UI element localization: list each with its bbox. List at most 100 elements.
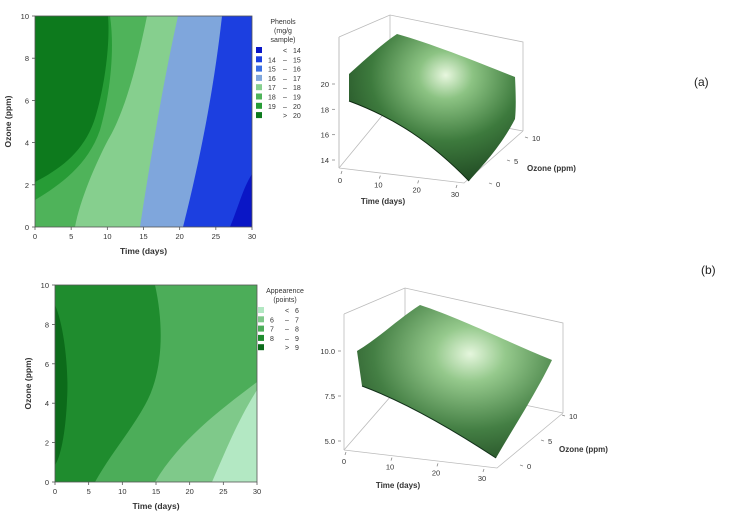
surface-z-tick-label: 14 bbox=[321, 156, 329, 165]
legend-swatch bbox=[258, 334, 264, 341]
y-axis-label: Ozone (ppm) bbox=[3, 95, 13, 147]
legend-to: 17 bbox=[293, 76, 301, 83]
legend-swatch bbox=[256, 84, 262, 91]
surface-edge-b bbox=[361, 385, 497, 459]
surface-x-tick bbox=[417, 180, 420, 184]
surface-y-axis-label: Ozone (ppm) bbox=[559, 445, 608, 454]
legend-to: 9 bbox=[295, 345, 299, 352]
legend-from: 17 bbox=[268, 85, 276, 92]
x-tick-label: 30 bbox=[248, 232, 256, 241]
y-tick-label: 10 bbox=[41, 281, 49, 290]
x-axis-label: Time (days) bbox=[120, 246, 167, 256]
surface-x-tick-label: 0 bbox=[342, 457, 346, 466]
legend-to: 14 bbox=[293, 48, 301, 55]
surface-x-tick-label: 20 bbox=[412, 185, 420, 194]
surface-y-tick bbox=[540, 439, 545, 442]
legend-title: (mg/g bbox=[274, 28, 292, 35]
legend-swatch bbox=[256, 102, 262, 109]
x-axis-label: Time (days) bbox=[132, 501, 179, 511]
surface-mesh-a bbox=[349, 34, 516, 181]
surface-z-tick-label: 18 bbox=[321, 105, 329, 114]
y-tick-label: 0 bbox=[25, 223, 29, 232]
surface-axes-a: 0 10 20 30 0 5 10 14 16 18 20 Time (days) Ozone (ppm… bbox=[321, 80, 577, 206]
legend-sep: – bbox=[285, 317, 289, 324]
legend-from: 6 bbox=[270, 317, 274, 324]
y-tick-label: 2 bbox=[45, 439, 49, 448]
surface-y-tick-label: 10 bbox=[532, 134, 540, 143]
legend-from: 15 bbox=[268, 67, 276, 74]
surface-axes-b: 0 10 20 30 0 5 10 5.0 7.5 10.0 Time (days) Ozone (p… bbox=[320, 347, 608, 490]
legend-from: 8 bbox=[270, 336, 274, 343]
surface-x-tick bbox=[390, 457, 393, 461]
legend-sep: > bbox=[283, 113, 287, 120]
x-tick-label: 20 bbox=[175, 232, 183, 241]
x-tick-label: 0 bbox=[33, 232, 37, 241]
x-tick-label: 20 bbox=[185, 487, 193, 496]
surface-y-tick-label: 0 bbox=[527, 462, 531, 471]
legend-swatch bbox=[258, 316, 264, 323]
contour-band-b-gt9 bbox=[55, 305, 68, 465]
surface-x-tick-label: 20 bbox=[432, 468, 440, 477]
legend-swatch bbox=[256, 74, 262, 81]
y-tick-label: 10 bbox=[21, 12, 29, 21]
legend-title: sample) bbox=[271, 37, 296, 44]
surface-z-tick-label: 5.0 bbox=[325, 437, 335, 446]
y-tick-label: 6 bbox=[45, 360, 49, 369]
surface-x-tick bbox=[482, 468, 485, 473]
x-tick-label: 15 bbox=[152, 487, 160, 496]
contour-axes-b: 0 5 10 15 20 25 30 0 2 4 6 8 10 Time (days) Ozone (ppm… bbox=[23, 281, 261, 511]
legend-sep: – bbox=[283, 95, 287, 102]
x-tick-label: 5 bbox=[69, 232, 73, 241]
legend-to: 16 bbox=[293, 67, 301, 74]
surface-x-tick bbox=[436, 463, 439, 467]
legend-title: Phenols bbox=[270, 19, 296, 26]
surface-x-tick bbox=[340, 170, 343, 175]
legend-swatch bbox=[258, 307, 264, 313]
surface-y-tick-label: 5 bbox=[548, 437, 552, 446]
surface-x-tick bbox=[378, 175, 381, 179]
legend-to: 7 bbox=[295, 317, 299, 324]
surface-z-tick-label: 7.5 bbox=[325, 392, 335, 401]
surface-y-axis-label: Ozone (ppm) bbox=[527, 164, 576, 173]
legend-swatch bbox=[256, 56, 262, 63]
x-tick-label: 10 bbox=[103, 232, 111, 241]
legend-to: 20 bbox=[293, 113, 301, 120]
surface-x-tick bbox=[344, 451, 347, 456]
surface-z-tick-label: 16 bbox=[321, 131, 329, 140]
legend-sep: > bbox=[285, 345, 289, 352]
y-tick-label: 0 bbox=[45, 478, 49, 487]
surface-y-tick bbox=[524, 136, 529, 139]
legend-from: 19 bbox=[268, 104, 276, 111]
legend-swatch bbox=[258, 344, 264, 351]
legend-swatch bbox=[256, 112, 262, 119]
legend-title: Appearence bbox=[266, 288, 304, 295]
legend-to: 15 bbox=[293, 57, 301, 64]
legend-to: 19 bbox=[293, 95, 301, 102]
contour-band-b-8-9 bbox=[55, 285, 161, 482]
legend-to: 6 bbox=[295, 308, 299, 315]
legend-sep: < bbox=[285, 308, 289, 315]
y-tick-label: 4 bbox=[45, 399, 49, 408]
legend-swatch bbox=[256, 93, 262, 100]
x-tick-label: 5 bbox=[87, 487, 91, 496]
legend-to: 20 bbox=[293, 104, 301, 111]
legend-to: 18 bbox=[293, 85, 301, 92]
x-tick-label: 30 bbox=[253, 487, 261, 496]
surface-x-tick-label: 30 bbox=[478, 474, 486, 483]
panel-label-b: (b) bbox=[701, 263, 716, 277]
legend-to: 8 bbox=[295, 327, 299, 334]
legend-swatch bbox=[258, 325, 264, 332]
surface-plot-b: 0 10 20 30 0 5 10 5.0 7.5 10.0 Time (days) Ozone (p… bbox=[320, 287, 608, 490]
surface-x-tick-label: 10 bbox=[374, 181, 382, 190]
surface-x-tick-label: 30 bbox=[451, 190, 459, 199]
contour-axes-a: 0 5 10 15 20 25 30 0 2 4 6 8 10 Time (days) Ozone (ppm… bbox=[3, 12, 256, 256]
surface-plot-a: 0 10 20 30 0 5 10 14 16 18 20 Time (days) Ozone (ppm… bbox=[321, 14, 577, 206]
legend-sep: – bbox=[283, 85, 287, 92]
y-tick-label: 8 bbox=[45, 320, 49, 329]
x-tick-label: 10 bbox=[118, 487, 126, 496]
legend-swatch bbox=[256, 65, 262, 72]
legend-sep: – bbox=[283, 67, 287, 74]
contour-plot-b: 0 5 10 15 20 25 30 0 2 4 6 8 10 Time (days) Ozone (ppm… bbox=[23, 281, 304, 511]
legend-sep: < bbox=[283, 48, 287, 55]
